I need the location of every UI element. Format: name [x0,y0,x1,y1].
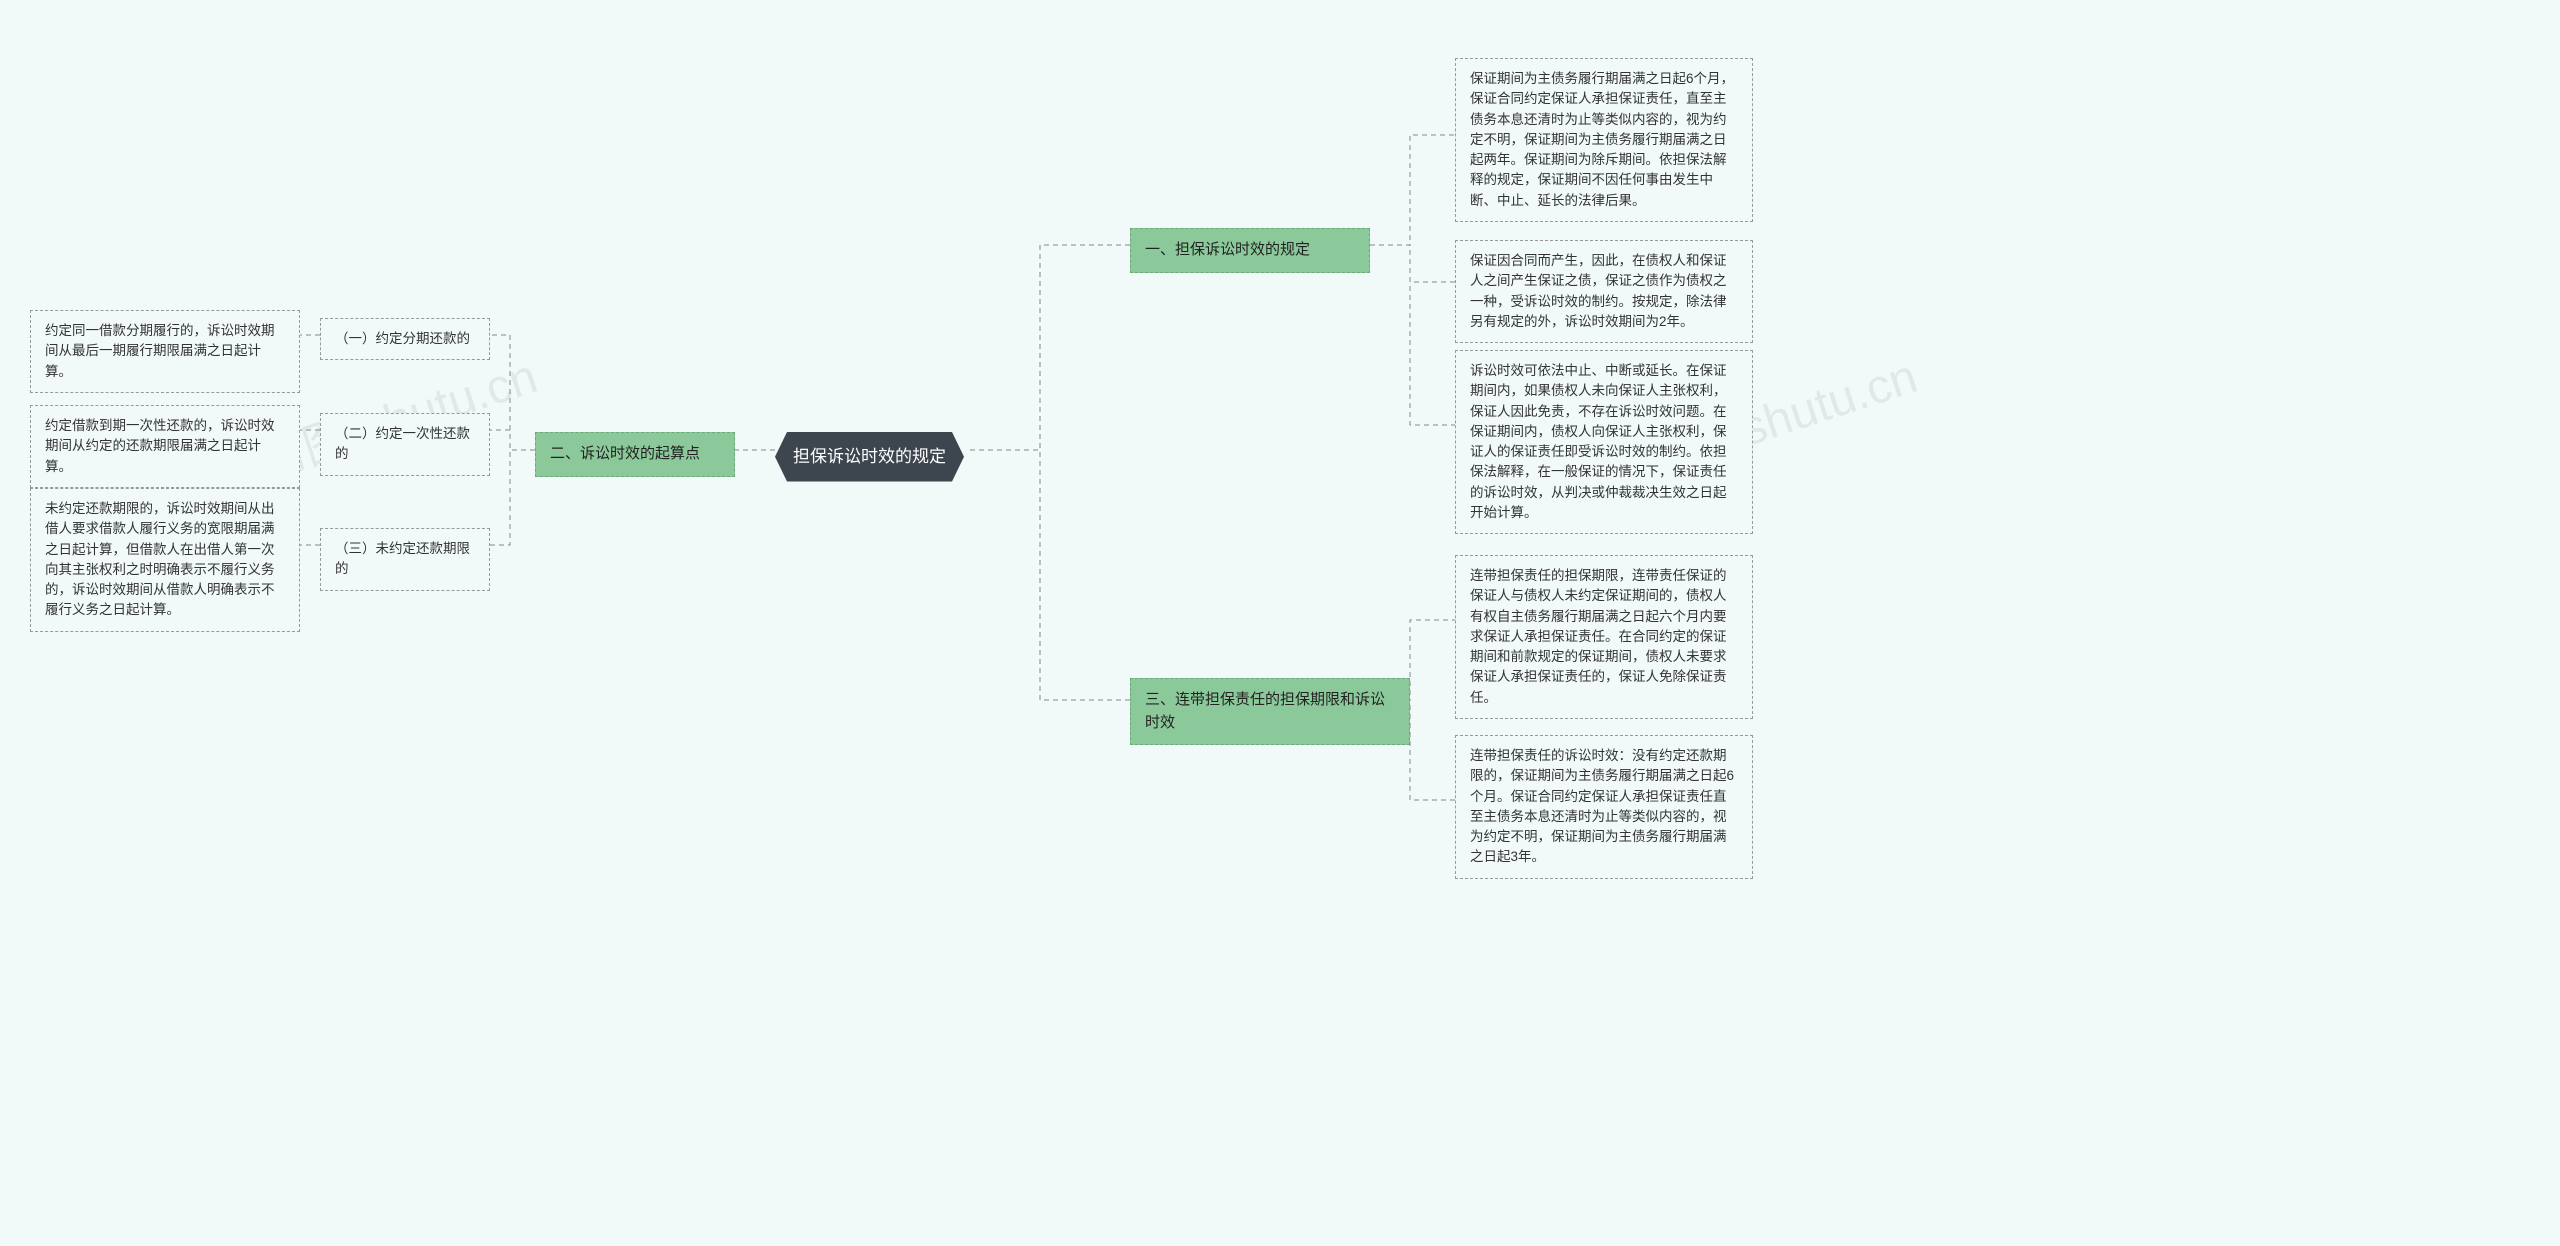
branch-1-leaf-0: 保证期间为主债务履行期届满之日起6个月，保证合同约定保证人承担保证责任，直至主债… [1455,58,1753,222]
branch-2-sub-0: （一）约定分期还款的 [320,318,490,360]
branch-2-sub-1: （二）约定一次性还款的 [320,413,490,476]
branch-2-sub-2-leaf: 未约定还款期限的，诉讼时效期间从出借人要求借款人履行义务的宽限期届满之日起计算，… [30,488,300,632]
connectors [0,0,2560,1246]
branch-1-leaf-1: 保证因合同而产生，因此，在债权人和保证人之间产生保证之债，保证之债作为债权之一种… [1455,240,1753,343]
branch-1-leaf-2: 诉讼时效可依法中止、中断或延长。在保证期间内，如果债权人未向保证人主张权利，保证… [1455,350,1753,534]
branch-2: 二、诉讼时效的起算点 [535,432,735,477]
branch-3-leaf-0: 连带担保责任的担保期限，连带责任保证的保证人与债权人未约定保证期间的，债权人有权… [1455,555,1753,719]
branch-3-leaf-1: 连带担保责任的诉讼时效：没有约定还款期限的，保证期间为主债务履行期届满之日起6个… [1455,735,1753,879]
branch-2-sub-2: （三）未约定还款期限的 [320,528,490,591]
branch-3: 三、连带担保责任的担保期限和诉讼时效 [1130,678,1410,745]
branch-2-sub-1-leaf: 约定借款到期一次性还款的，诉讼时效期间从约定的还款期限届满之日起计算。 [30,405,300,488]
branch-1: 一、担保诉讼时效的规定 [1130,228,1370,273]
root-node: 担保诉讼时效的规定 [775,432,964,482]
branch-2-sub-0-leaf: 约定同一借款分期履行的，诉讼时效期间从最后一期履行期限届满之日起计算。 [30,310,300,393]
